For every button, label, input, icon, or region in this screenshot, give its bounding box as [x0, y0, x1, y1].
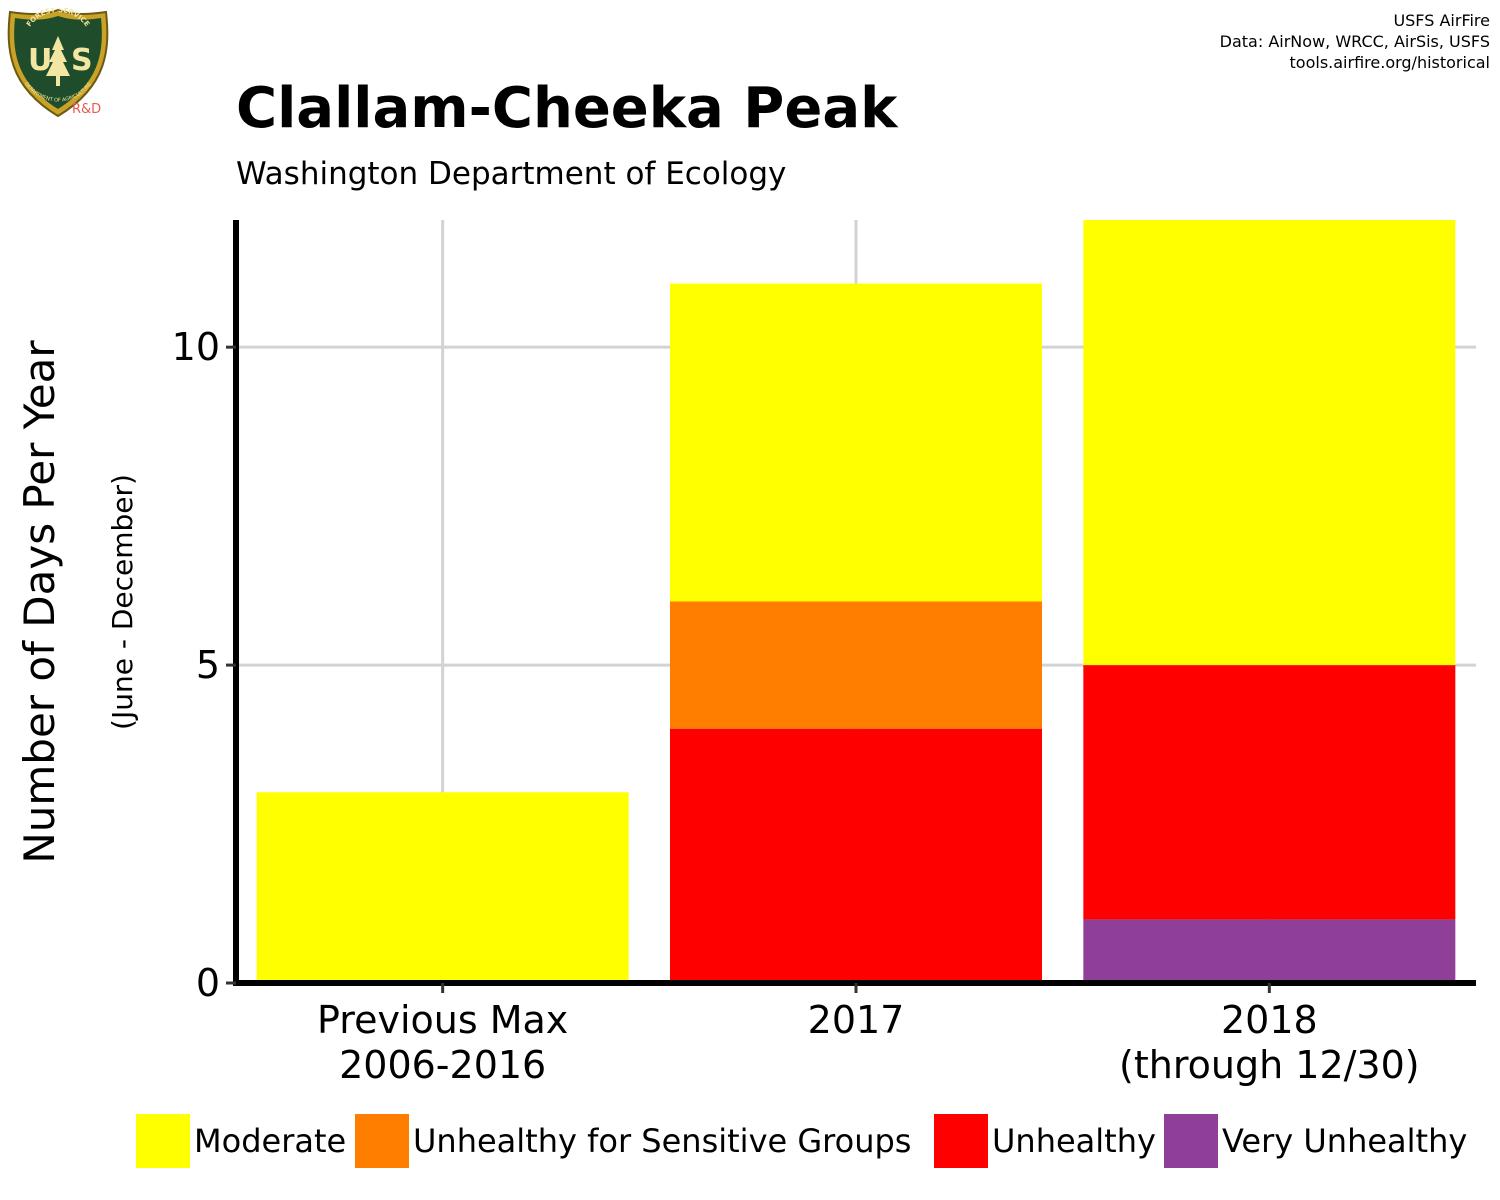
y-tick-label: 10 — [172, 325, 220, 369]
x-tick-label: Previous Max — [317, 998, 568, 1042]
logo-tag: R&D — [72, 102, 101, 117]
legend-swatch — [934, 1114, 988, 1168]
x-tick-label: 2017 — [808, 998, 905, 1042]
bar-segment — [670, 728, 1042, 983]
grid — [236, 220, 1476, 983]
credit-line-3: tools.airfire.org/historical — [1289, 53, 1490, 72]
x-tick-label: 2006-2016 — [339, 1043, 546, 1087]
legend-swatch — [136, 1114, 190, 1168]
credit-line-1: USFS AirFire — [1393, 11, 1490, 30]
y-axis-title: Number of Days Per Year — [15, 340, 64, 864]
logo-tree-icon — [46, 36, 70, 86]
x-tick-label: (through 12/30) — [1119, 1043, 1420, 1087]
legend: Moderate Unhealthy for Sensitive Groups Un… — [136, 1114, 1467, 1168]
y-axis-subtitle: (June - December) — [106, 474, 139, 730]
legend-label: Unhealthy — [992, 1122, 1156, 1160]
y-tick-label: 5 — [196, 643, 220, 687]
legend-swatch — [1164, 1114, 1218, 1168]
bar-segment — [1083, 665, 1456, 920]
x-tick-label: 2018 — [1221, 998, 1318, 1042]
bar-segment — [670, 283, 1042, 602]
legend-label: Moderate — [194, 1122, 346, 1160]
logo-letter-s: S — [71, 43, 93, 78]
bars — [256, 220, 1456, 983]
y-tick-label: 0 — [196, 961, 220, 1005]
chart-subtitle: Washington Department of Ecology — [236, 156, 787, 192]
bar-segment — [1083, 220, 1456, 666]
bar-segment — [1083, 919, 1456, 983]
usfs-shield-tree-icon: FOREST SERVICE DEPARTMENT OF AGRICULTURE… — [7, 8, 109, 118]
bar-segment — [670, 601, 1042, 729]
legend-swatch — [355, 1114, 409, 1168]
legend-label: Unhealthy for Sensitive Groups — [413, 1122, 911, 1160]
bar-segment — [256, 792, 629, 983]
chart-title: Clallam-Cheeka Peak — [236, 76, 898, 141]
legend-label: Very Unhealthy — [1222, 1122, 1467, 1160]
credits: USFS AirFire Data: AirNow, WRCC, AirSis,… — [1220, 10, 1490, 73]
credit-line-2: Data: AirNow, WRCC, AirSis, USFS — [1219, 32, 1490, 51]
